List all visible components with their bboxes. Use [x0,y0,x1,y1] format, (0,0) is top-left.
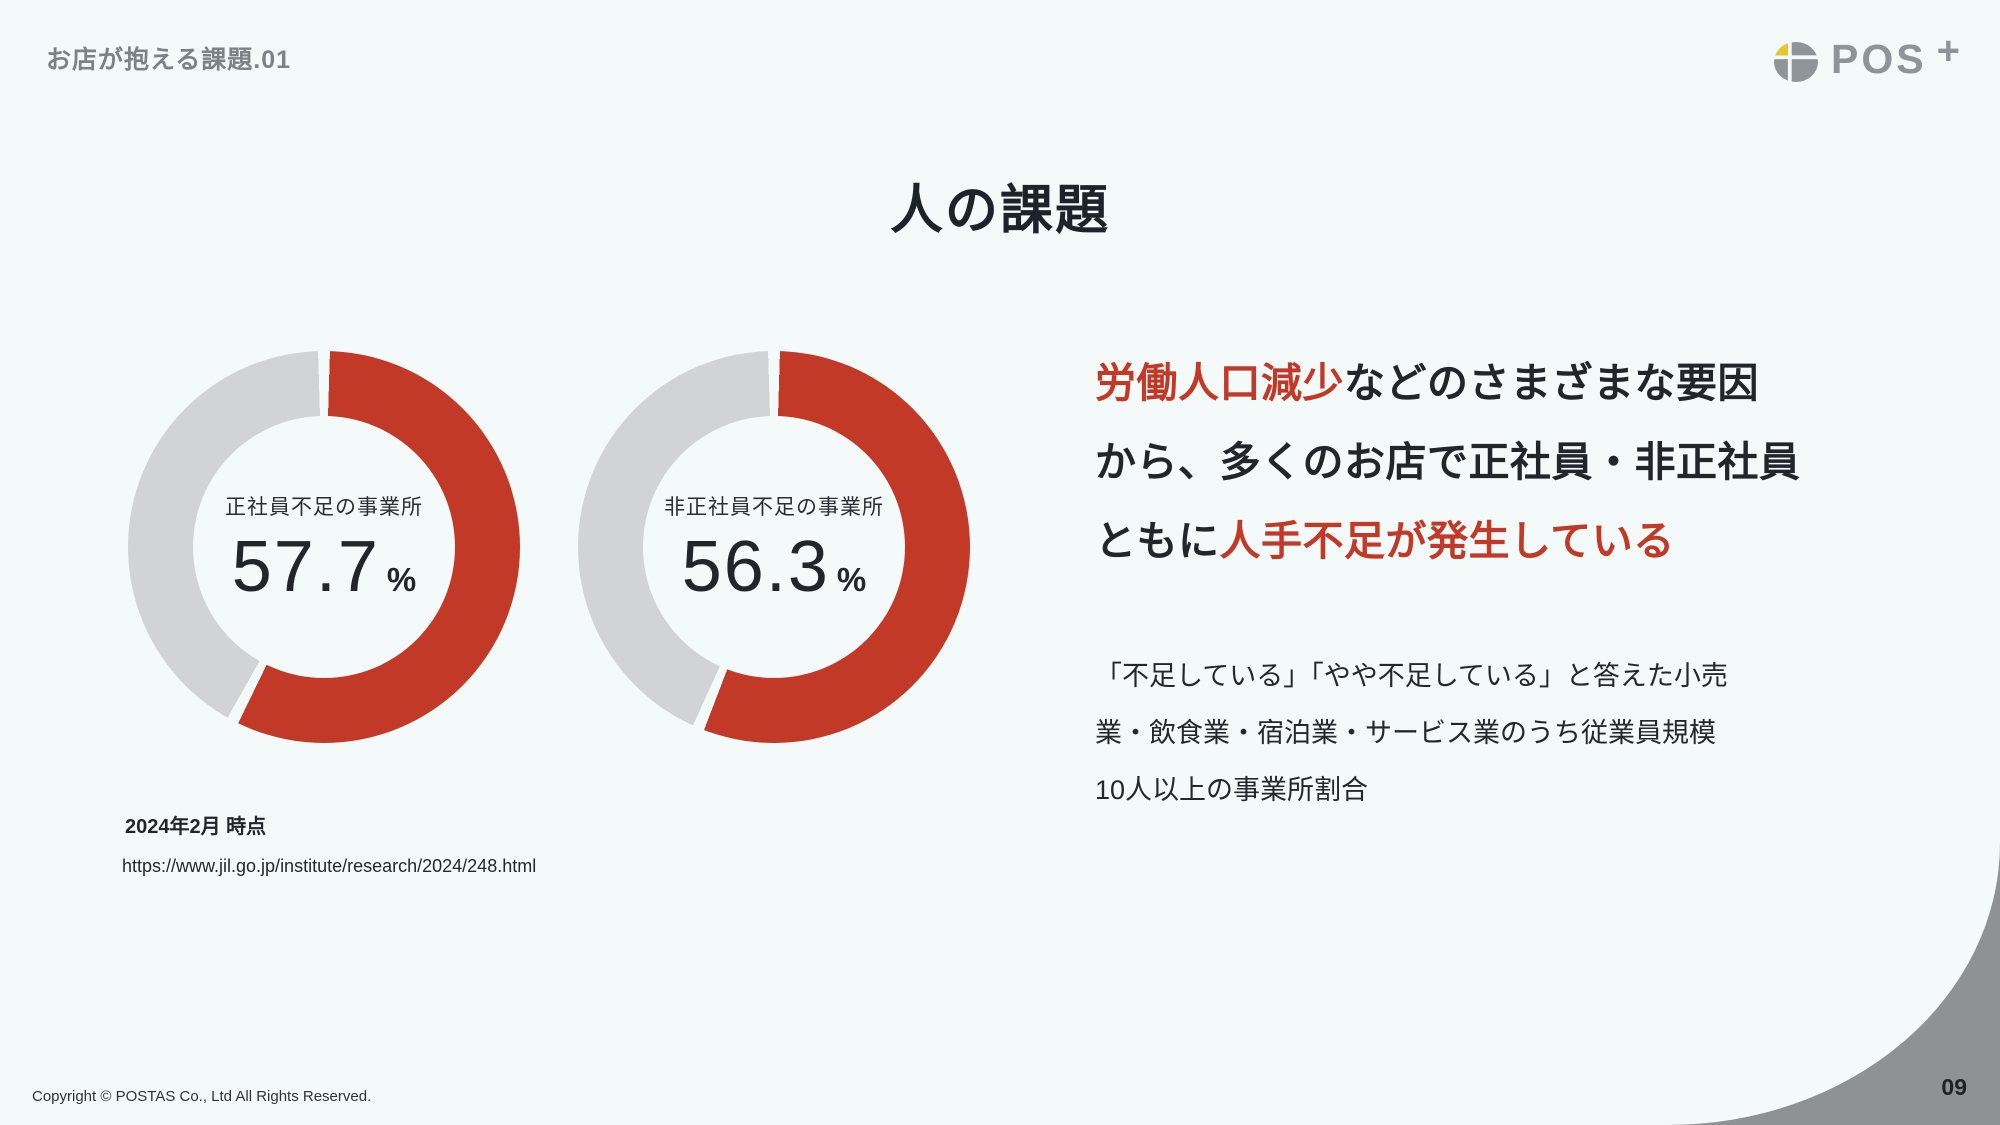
page-number: 09 [1941,1074,1967,1100]
pos-plus-logo-icon [1773,41,1819,83]
donut-value-unit: % [386,561,417,598]
donut-label: 正社員不足の事業所 [225,496,423,519]
headline-line-1: 労働人口減少などのさまざまな要因 [1095,344,1875,423]
copyright-text: Copyright © POSTAS Co., Ltd All Rights R… [32,1088,372,1105]
logo-text: POS [1831,36,1927,82]
donut-chart-fulltime-shortage: 正社員不足の事業所 57.7 % [128,351,520,743]
slide-kicker: お店が抱える課題.01 [46,46,292,74]
donut-value-number: 57.7 [231,527,380,607]
page-title: 人の課題 [890,181,1110,240]
headline-emphasis: 人手不足が発生している [1219,518,1675,564]
source-url: https://www.jil.go.jp/institute/research… [122,856,537,876]
headline-note: 「不足している」「やや不足している」と答えた小売 業・飲食業・宿泊業・サービス業… [1095,648,1875,819]
logo-plus-glyph: + [1936,29,1960,73]
donut-hole: 非正社員不足の事業所 56.3 % [643,416,905,678]
headline-line-2: から、多くのお店で正社員・非正社員 [1095,423,1875,502]
note-line: 「不足している」「やや不足している」と答えた小売 [1095,661,1728,691]
donut-value: 56.3 % [682,531,866,603]
headline-emphasis: 労働人口減少 [1095,360,1344,406]
headline-text: などのさまざまな要因 [1344,360,1759,406]
headline: 労働人口減少などのさまざまな要因 から、多くのお店で正社員・非正社員 ともに人手… [1095,344,1875,581]
donut-value-number: 56.3 [681,527,830,607]
note-line: 業・飲食業・宿泊業・サービス業のうち従業員規模 [1095,718,1716,748]
source-date: 2024年2月 時点 [125,816,267,838]
headline-text: ともに [1095,518,1220,564]
donut-label: 非正社員不足の事業所 [664,496,884,519]
headline-line-3: ともに人手不足が発生している [1095,502,1875,581]
donut-chart-parttime-shortage: 非正社員不足の事業所 56.3 % [578,351,970,743]
donut-value-unit: % [836,561,867,598]
note-line: 10人以上の事業所割合 [1095,775,1369,805]
donut-value: 57.7 % [232,531,416,603]
postas-logo: POS + [1773,29,1960,83]
headline-text: から、多くのお店で正社員・非正社員 [1095,439,1801,485]
donut-hole: 正社員不足の事業所 57.7 % [193,416,455,678]
